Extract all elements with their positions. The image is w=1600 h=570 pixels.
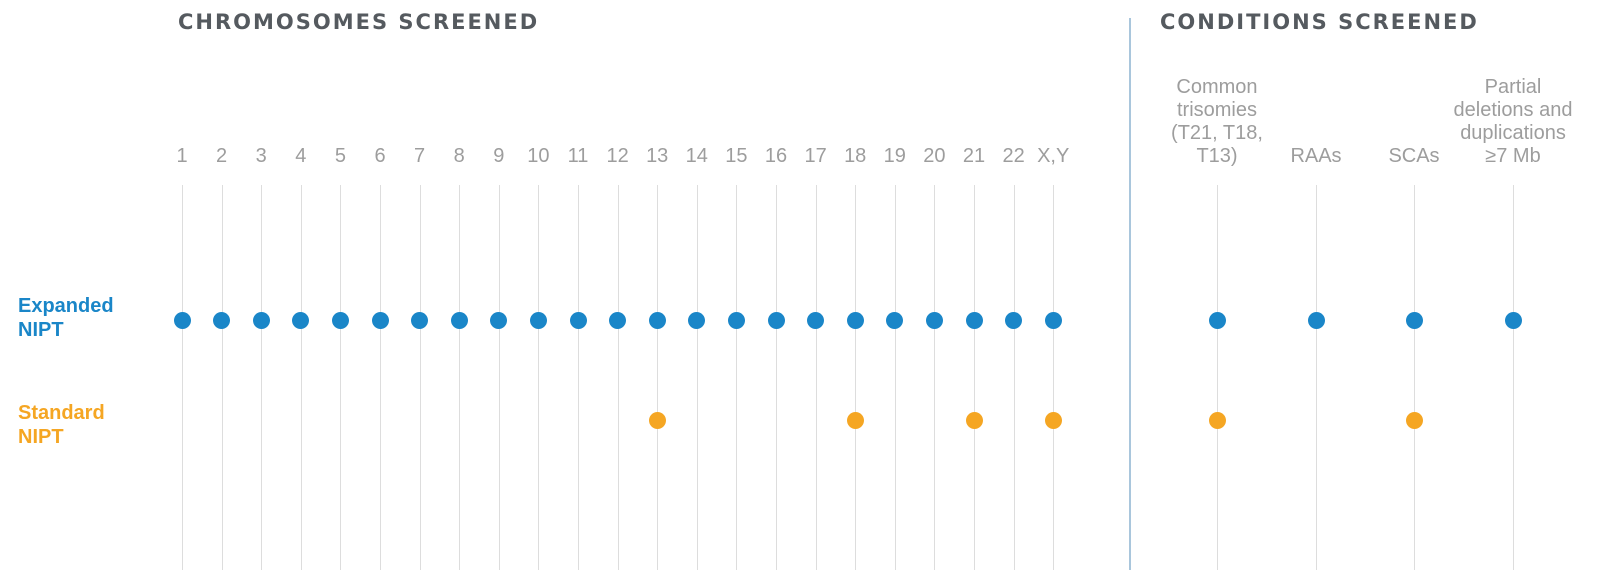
expanded-nipt-dot (688, 311, 706, 329)
chromosome-gridline (974, 185, 975, 570)
chromosome-label: 6 (374, 145, 386, 167)
chromosome-label: 19 (883, 145, 906, 167)
chromosome-gridline (894, 185, 896, 570)
chromosome-gridline (855, 185, 857, 570)
chromosome-label: 1 (176, 145, 188, 167)
standard-nipt-dot (1208, 411, 1226, 429)
expanded-nipt-dot (886, 311, 904, 329)
expanded-nipt-dot (173, 311, 191, 329)
chromosome-label: 2 (216, 145, 228, 167)
chromosome-gridline (578, 185, 579, 570)
chromosome-gridline (261, 185, 263, 570)
standard-nipt-dot (648, 411, 666, 429)
expanded-nipt-dot (846, 311, 864, 329)
expanded-nipt-dot (1005, 311, 1023, 329)
expanded-nipt-dot (371, 311, 389, 329)
chromosome-label: 11 (567, 145, 589, 167)
expanded-nipt-dot (1208, 311, 1226, 329)
chromosome-gridline (221, 185, 223, 570)
condition-gridline (1217, 185, 1218, 570)
chromosome-label: 22 (1002, 145, 1025, 167)
expanded-nipt-dot (1307, 311, 1325, 329)
chromosome-label: 12 (606, 145, 629, 167)
chromosome-gridline (538, 185, 540, 570)
chromosome-label: 7 (414, 145, 426, 167)
condition-gridline (1316, 185, 1317, 570)
condition-label: Common trisomies (T21, T18, T13) (1171, 76, 1263, 167)
chromosome-gridline (419, 185, 421, 570)
chromosome-label: 20 (923, 145, 946, 167)
chromosome-label: 15 (725, 145, 748, 167)
expanded-nipt-dot (727, 311, 745, 329)
standard-nipt-row-label: Standard NIPT (18, 402, 105, 448)
condition-label: SCAs (1388, 145, 1440, 167)
chromosome-gridline (776, 185, 777, 570)
chromosome-gridline (1013, 185, 1015, 570)
chromosome-gridline (934, 185, 936, 570)
expanded-nipt-dot (331, 311, 349, 329)
expanded-nipt-dot (609, 311, 627, 329)
expanded-nipt-dot (1504, 311, 1522, 329)
expanded-nipt-dot (1044, 311, 1062, 329)
chromosome-label: 8 (453, 145, 465, 167)
expanded-nipt-dot (490, 311, 508, 329)
chromosome-gridline (617, 185, 619, 570)
condition-label: RAAs (1290, 145, 1342, 167)
expanded-nipt-dot (292, 311, 310, 329)
condition-label: Partial deletions and duplications ≥7 Mb (1453, 76, 1573, 167)
expanded-nipt-dot (925, 311, 943, 329)
chromosome-gridline (340, 185, 342, 570)
chromosome-gridline (657, 185, 659, 570)
expanded-nipt-dot (450, 311, 468, 329)
chromosomes-screened-heading: CHROMOSOMES SCREENED (178, 10, 540, 34)
expanded-nipt-dot (411, 311, 429, 329)
chromosome-gridline (696, 185, 698, 570)
chromosome-gridline (300, 185, 302, 570)
standard-nipt-dot (846, 411, 864, 429)
chromosome-label: 14 (685, 145, 708, 167)
chromosome-gridline (498, 185, 500, 570)
expanded-nipt-dot (1405, 311, 1423, 329)
expanded-nipt-dot (569, 311, 587, 329)
chromosome-label: 16 (764, 145, 788, 167)
chromosome-label: 21 (962, 145, 986, 167)
chromosome-label: 9 (493, 145, 505, 167)
chromosome-gridline (1053, 185, 1055, 570)
expanded-nipt-dot (529, 311, 547, 329)
expanded-nipt-dot (767, 311, 785, 329)
chromosome-label: X,Y (1037, 145, 1070, 167)
chromosome-gridline (815, 185, 817, 570)
chromosome-label: 10 (527, 145, 550, 167)
expanded-nipt-dot (213, 311, 231, 329)
chromosome-gridline (736, 185, 738, 570)
expanded-nipt-dot (648, 311, 666, 329)
chromosome-label: 18 (844, 145, 867, 167)
section-divider (1129, 18, 1131, 570)
expanded-nipt-dot (965, 311, 983, 329)
conditions-screened-heading: CONDITIONS SCREENED (1160, 10, 1479, 34)
chromosome-label: 13 (646, 145, 669, 167)
chromosome-gridline (380, 185, 381, 570)
condition-gridline (1513, 185, 1514, 570)
standard-nipt-dot (1405, 411, 1423, 429)
standard-nipt-dot (965, 411, 983, 429)
chromosome-gridline (459, 185, 461, 570)
chromosome-gridline (182, 185, 183, 570)
chromosome-label: 17 (804, 145, 827, 167)
condition-gridline (1414, 185, 1415, 570)
expanded-nipt-dot (807, 311, 825, 329)
chromosome-label: 5 (334, 145, 346, 167)
chromosome-label: 4 (295, 145, 307, 167)
expanded-nipt-dot (252, 311, 270, 329)
chromosome-label: 3 (255, 145, 267, 167)
standard-nipt-dot (1044, 411, 1062, 429)
expanded-nipt-row-label: Expanded NIPT (18, 295, 114, 341)
